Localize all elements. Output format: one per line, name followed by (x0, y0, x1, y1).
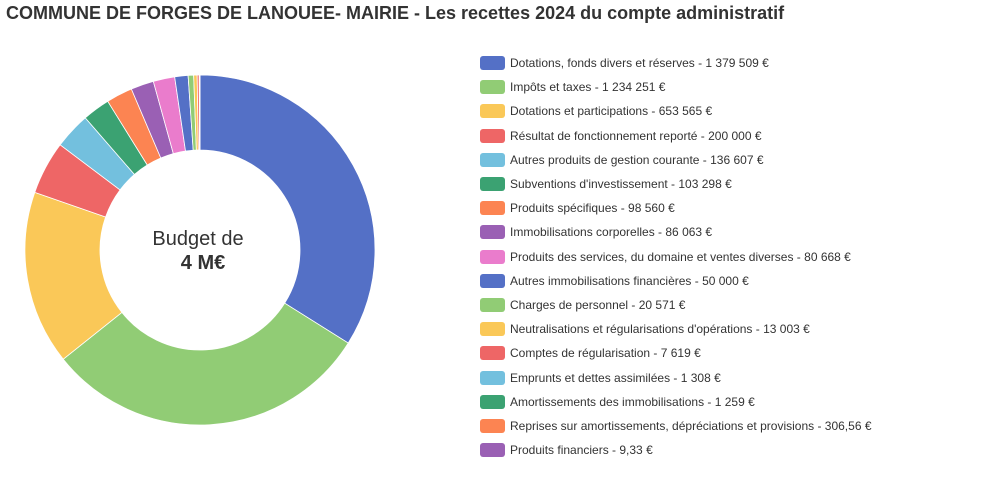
legend-swatch (480, 177, 505, 192)
legend-item-16[interactable]: Reprises sur amortissements, dépréciatio… (480, 414, 872, 438)
legend-swatch (480, 80, 505, 95)
legend-swatch (480, 152, 505, 167)
legend-swatch (480, 370, 505, 385)
legend-label: Emprunts et dettes assimilées - 1 308 € (510, 370, 721, 385)
legend-swatch (480, 201, 505, 216)
legend-label: Amortissements des immobilisations - 1 2… (510, 394, 755, 409)
legend: Dotations, fonds divers et réserves - 1 … (480, 51, 872, 462)
donut-slices (24, 74, 376, 426)
legend-label: Produits des services, du domaine et ven… (510, 249, 851, 264)
legend-item-9[interactable]: Produits des services, du domaine et ven… (480, 245, 872, 269)
legend-swatch (480, 443, 505, 458)
legend-label: Subventions d'investissement - 103 298 € (510, 177, 732, 192)
chart-title: COMMUNE DE FORGES DE LANOUEE- MAIRIE - L… (6, 3, 785, 23)
legend-swatch (480, 249, 505, 264)
legend-label: Autres produits de gestion courante - 13… (510, 152, 764, 167)
legend-swatch (480, 322, 505, 337)
legend-item-15[interactable]: Amortissements des immobilisations - 1 2… (480, 390, 872, 414)
legend-label: Neutralisations et régularisations d'opé… (510, 322, 810, 337)
legend-item-2[interactable]: Impôts et taxes - 1 234 251 € (480, 75, 872, 99)
legend-label: Produits financiers - 9,33 € (510, 443, 653, 458)
legend-label: Produits spécifiques - 98 560 € (510, 201, 675, 216)
legend-label: Comptes de régularisation - 7 619 € (510, 346, 701, 361)
donut-chart (24, 74, 376, 426)
legend-label: Immobilisations corporelles - 86 063 € (510, 225, 713, 240)
legend-item-12[interactable]: Neutralisations et régularisations d'opé… (480, 317, 872, 341)
pie-slice-1[interactable] (199, 74, 376, 344)
legend-item-1[interactable]: Dotations, fonds divers et réserves - 1 … (480, 51, 872, 75)
legend-item-17[interactable]: Produits financiers - 9,33 € (480, 438, 872, 462)
legend-swatch (480, 394, 505, 409)
legend-label: Résultat de fonctionnement reporté - 200… (510, 128, 762, 143)
legend-item-4[interactable]: Résultat de fonctionnement reporté - 200… (480, 124, 872, 148)
legend-item-11[interactable]: Charges de personnel - 20 571 € (480, 293, 872, 317)
legend-swatch (480, 56, 505, 71)
legend-label: Impôts et taxes - 1 234 251 € (510, 80, 666, 95)
legend-swatch (480, 128, 505, 143)
legend-item-10[interactable]: Autres immobilisations financières - 50 … (480, 269, 872, 293)
legend-swatch (480, 225, 505, 240)
legend-item-14[interactable]: Emprunts et dettes assimilées - 1 308 € (480, 365, 872, 389)
legend-swatch (480, 297, 505, 312)
legend-item-8[interactable]: Immobilisations corporelles - 86 063 € (480, 220, 872, 244)
legend-item-3[interactable]: Dotations et participations - 653 565 € (480, 99, 872, 123)
legend-label: Dotations, fonds divers et réserves - 1 … (510, 56, 769, 71)
legend-label: Charges de personnel - 20 571 € (510, 297, 686, 312)
legend-item-7[interactable]: Produits spécifiques - 98 560 € (480, 196, 872, 220)
legend-swatch (480, 346, 505, 361)
legend-swatch (480, 418, 505, 433)
legend-item-6[interactable]: Subventions d'investissement - 103 298 € (480, 172, 872, 196)
legend-swatch (480, 104, 505, 119)
legend-label: Dotations et participations - 653 565 € (510, 104, 713, 119)
legend-item-13[interactable]: Comptes de régularisation - 7 619 € (480, 341, 872, 365)
legend-label: Autres immobilisations financières - 50 … (510, 273, 749, 288)
legend-swatch (480, 273, 505, 288)
legend-label: Reprises sur amortissements, dépréciatio… (510, 418, 872, 433)
pie-slice-2[interactable] (62, 302, 349, 426)
legend-item-5[interactable]: Autres produits de gestion courante - 13… (480, 148, 872, 172)
